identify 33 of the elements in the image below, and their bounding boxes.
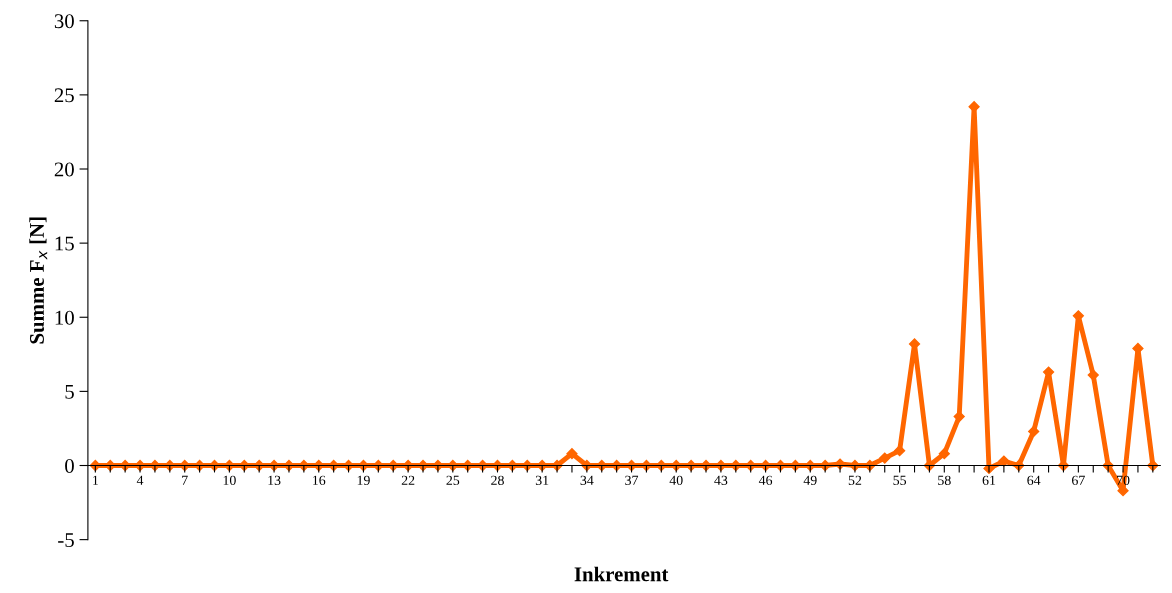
- y-tick-label: 25: [54, 88, 74, 103]
- x-tick-label: 22: [401, 475, 415, 485]
- y-tick-label: 15: [55, 236, 74, 251]
- x-tick-label: 64: [1027, 475, 1041, 485]
- x-tick-label: 19: [357, 475, 370, 485]
- y-tick-label: 5: [65, 384, 74, 399]
- x-tick-label: 43: [714, 475, 728, 485]
- y-tick-label: 30: [54, 14, 74, 29]
- x-tick-label: 10: [223, 475, 236, 485]
- x-tick-label: 52: [848, 475, 862, 485]
- x-tick-label: 13: [268, 475, 281, 485]
- y-tick-label: 20: [54, 162, 74, 177]
- x-tick-label: 28: [491, 475, 504, 485]
- x-tick-label: 67: [1072, 475, 1085, 485]
- x-tick-label: 1: [93, 475, 98, 485]
- y-tick-label: -5: [58, 533, 74, 548]
- y-axis-title: Summe F$_{x}$ [N]: [29, 217, 48, 344]
- x-tick-label: 25: [446, 475, 460, 485]
- x-tick-label: 46: [758, 475, 773, 485]
- x-tick-label: 4: [136, 475, 144, 485]
- x-tick-label: 16: [313, 475, 326, 485]
- y-tick-label: 0: [65, 458, 74, 473]
- x-tick-label: 61: [982, 475, 996, 485]
- y-tick-label: 10: [55, 310, 74, 325]
- x-tick-label: 40: [669, 475, 683, 485]
- x-tick-label: 31: [535, 475, 549, 485]
- x-tick-label: 34: [580, 475, 594, 485]
- x-tick-label: 49: [803, 475, 817, 485]
- x-tick-label: 37: [625, 475, 639, 485]
- x-tick-label: 7: [182, 475, 188, 485]
- x-tick-label: 58: [938, 475, 951, 485]
- x-axis-title: Inkrement: [574, 566, 669, 582]
- x-tick-label: 55: [893, 475, 907, 485]
